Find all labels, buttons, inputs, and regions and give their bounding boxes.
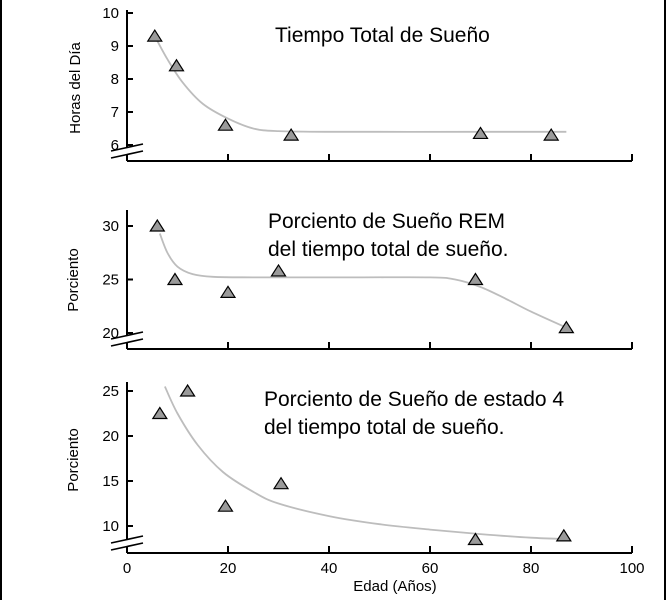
x-tick-label: 60 [422, 560, 439, 577]
fit-curve [153, 35, 567, 133]
axis-break-mark [110, 535, 144, 544]
x-tick-label: 80 [523, 560, 540, 577]
x-axis-label: Edad (Años) [353, 578, 436, 595]
y-tick-label: 10 [102, 518, 119, 535]
data-point [467, 532, 484, 546]
y-tick-label: 15 [102, 473, 119, 490]
axis-break-mark [110, 331, 144, 340]
fit-curve [164, 386, 567, 540]
y-tick-label: 10 [102, 5, 119, 22]
y-tick-label: 25 [102, 272, 119, 289]
y-tick-label: 20 [102, 428, 119, 445]
data-point [166, 272, 184, 286]
axis-break-mark [110, 143, 144, 152]
right-border [664, 0, 666, 600]
data-point [149, 218, 166, 232]
x-tick-label: 100 [619, 560, 644, 577]
panel-title: del tiempo total de sueño. [264, 416, 505, 439]
y-tick-label: 6 [111, 137, 119, 154]
left-border [0, 0, 2, 600]
data-point [168, 58, 185, 72]
data-point [555, 528, 572, 542]
panel-title: Tiempo Total de Sueño [275, 24, 490, 47]
data-point [179, 383, 196, 397]
y-tick-label: 9 [111, 38, 119, 55]
fit-curve [158, 233, 567, 329]
panel-title: Porciento de Sueño REM [268, 210, 505, 233]
data-point [543, 127, 560, 141]
data-point [472, 126, 489, 140]
data-point [558, 320, 575, 334]
x-tick-label: 0 [123, 560, 131, 577]
panel-title: Porciento de Sueño de estado 4 [264, 388, 564, 411]
panel-3: Porciento de Sueño de estado 4 del tiempo… [65, 382, 645, 595]
data-point [272, 476, 290, 490]
data-point [146, 28, 163, 42]
panel-1: Tiempo Total de Sueño 6 7 8 9 10 Horas del Día [67, 5, 633, 162]
y-axis-label: Horas del Día [67, 41, 84, 133]
data-point [217, 118, 234, 131]
panel-title: del tiempo total de sueño. [268, 238, 509, 261]
data-point [283, 127, 300, 141]
data-point [219, 285, 237, 298]
data-point [467, 272, 484, 286]
panel-2: Porciento de Sueño REM del tiempo total d… [65, 210, 633, 350]
y-tick-label: 30 [102, 218, 119, 235]
x-tick-label: 40 [321, 560, 338, 577]
data-point [270, 263, 287, 277]
y-tick-label: 7 [111, 104, 119, 121]
x-tick-label: 20 [220, 560, 237, 577]
y-tick-label: 25 [102, 383, 119, 400]
data-point [217, 499, 234, 512]
y-axis-label: Porciento [65, 248, 82, 311]
data-point [151, 406, 168, 420]
y-axis-label: Porciento [65, 428, 82, 491]
y-tick-label: 20 [102, 325, 119, 342]
y-tick-label: 8 [111, 71, 119, 88]
